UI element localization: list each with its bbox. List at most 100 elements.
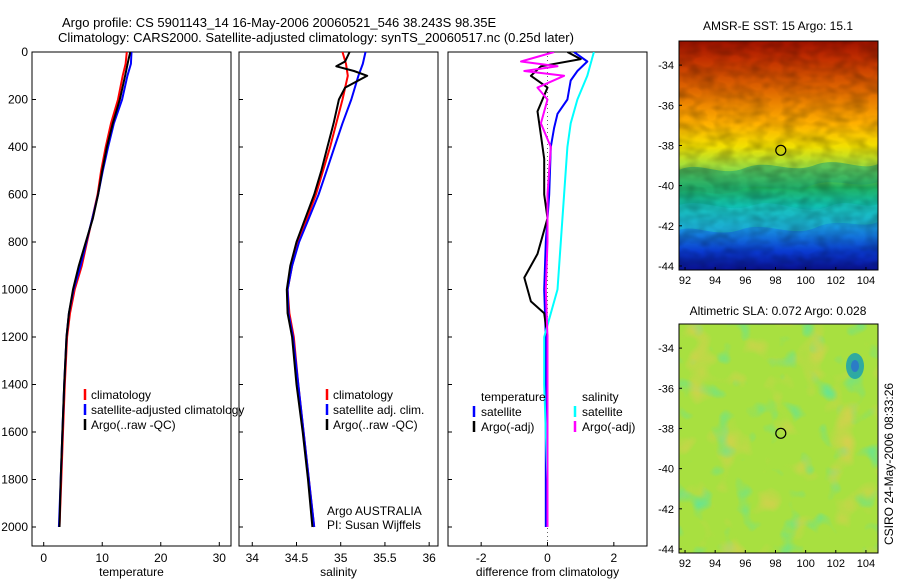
sst-lon-tick-label: 92 — [679, 275, 691, 287]
difference-x-axis-label: difference from climatology — [476, 565, 619, 579]
salinity-x-axis-label: salinity — [320, 565, 357, 579]
sst-map-title: AMSR-E SST: 15 Argo: 15.1 — [703, 19, 853, 33]
salinity-annotation: Argo AUSTRALIA — [327, 504, 422, 518]
depth-tick-label: 400 — [8, 140, 28, 154]
sla-map-title: Altimetric SLA: 0.072 Argo: 0.028 — [690, 304, 867, 318]
sst-lon-tick-label: 94 — [709, 275, 721, 287]
salinity-series-black — [285, 52, 369, 528]
temperature-x-axis-label: temperature — [99, 565, 164, 579]
depth-tick-label: 200 — [8, 93, 28, 107]
salinity-x-tick-label: 34 — [246, 551, 260, 565]
difference-x-tick-label: -2 — [476, 551, 487, 565]
difference-series-magenta — [520, 52, 566, 527]
temperature-legend-label: Argo(..raw -QC) — [91, 418, 176, 432]
sla-argo-location-marker — [775, 427, 787, 439]
depth-tick-label: 800 — [8, 235, 28, 249]
difference-x-tick-label: 0 — [544, 551, 551, 565]
sla-eddy-core — [851, 360, 859, 372]
sla-lat-tick-label: -38 — [658, 423, 674, 435]
sla-map-axes: 92 94 96 98 100 102 104 -34 -36 -38 -40 -42 -44 — [658, 343, 875, 570]
salinity-x-tick-label: 35.5 — [373, 551, 397, 565]
difference-legend-label: satellite — [481, 405, 522, 419]
difference-legend-label: Argo(-adj) — [481, 420, 534, 434]
sla-lat-tick-label: -34 — [658, 343, 674, 355]
difference-series-blue — [543, 52, 589, 527]
sst-lon-tick-label: 102 — [827, 275, 845, 287]
sla-lon-tick-label: 94 — [709, 558, 721, 570]
sst-map-frame — [678, 40, 879, 271]
temperature-series-black — [58, 52, 132, 528]
sst-lon-tick-label: 98 — [769, 275, 781, 287]
salinity-legend-label: Argo(..raw -QC) — [333, 418, 418, 432]
salinity-annotation: PI: Susan Wijffels — [327, 518, 421, 532]
salinity-series-blue — [286, 52, 367, 528]
sla-lat-tick-label: -42 — [658, 504, 674, 516]
sst-lat-tick-label: -44 — [658, 261, 674, 273]
sla-lat-tick-label: -44 — [658, 544, 674, 556]
sla-lon-tick-label: 98 — [769, 558, 781, 570]
sst-lon-tick-label: 96 — [739, 275, 751, 287]
sla-high-anomaly-texture — [679, 324, 878, 553]
temperature-series-group — [57, 52, 133, 528]
salinity-series-group — [285, 52, 369, 528]
difference-series-black — [523, 52, 582, 527]
sst-texture — [679, 41, 878, 270]
salinity-legend-label: satellite adj. clim. — [333, 403, 424, 417]
salinity-series-red — [286, 52, 349, 528]
depth-tick-label: 2000 — [1, 520, 28, 534]
figure-title-line-1: Argo profile: CS 5901143_14 16-May-2006 … — [62, 15, 496, 30]
temperature-series-blue — [57, 52, 133, 528]
sla-map-frame — [678, 323, 879, 554]
temperature-x-tick-label: 0 — [40, 551, 47, 565]
figure-title-line-2: Climatology: CARS2000. Satellite-adjuste… — [58, 30, 574, 45]
temperature-legend-label: climatology — [91, 388, 151, 402]
temperature-x-tick-label: 20 — [154, 551, 168, 565]
salinity-x-tick-label: 35 — [334, 551, 348, 565]
depth-tick-label: 1600 — [1, 425, 28, 439]
sst-lon-tick-label: 104 — [857, 275, 875, 287]
side-credit-label: CSIRO 24-May-2006 08:33:26 — [882, 383, 896, 545]
sst-argo-location-marker — [775, 144, 787, 156]
sla-lat-tick-label: -36 — [658, 383, 674, 395]
depth-tick-label: 600 — [8, 188, 28, 202]
sla-lon-tick-label: 100 — [796, 558, 814, 570]
sst-lat-tick-label: -42 — [658, 221, 674, 233]
depth-tick-label: 1000 — [1, 283, 28, 297]
sst-lat-tick-label: -34 — [658, 60, 674, 72]
difference-legend-label: Argo(-adj) — [582, 420, 635, 434]
depth-tick-label: 1200 — [1, 330, 28, 344]
sst-map-axes: 92 94 96 98 100 102 104 -34 -36 -38 -40 -42 -44 — [658, 60, 875, 287]
sla-lon-tick-label: 102 — [827, 558, 845, 570]
sla-lon-tick-label: 104 — [857, 558, 875, 570]
salinity-x-tick-label: 34.5 — [285, 551, 309, 565]
depth-tick-label: 1400 — [1, 378, 28, 392]
difference-legend-label: satellite — [582, 405, 623, 419]
sst-lon-tick-label: 100 — [796, 275, 814, 287]
sst-map: 92 94 96 98 100 102 104 -34 -36 -38 -40 -42 -44 — [658, 40, 879, 287]
sst-lat-tick-label: -36 — [658, 100, 674, 112]
sla-lat-tick-label: -40 — [658, 464, 674, 476]
legend-temperature-title: temperature — [481, 390, 546, 404]
difference-series-cyan — [543, 52, 595, 527]
depth-tick-label: 1800 — [1, 473, 28, 487]
temperature-x-tick-label: 30 — [213, 551, 227, 565]
difference-series-group — [520, 52, 595, 527]
depth-tick-label: 0 — [21, 45, 28, 59]
sla-lon-tick-label: 96 — [739, 558, 751, 570]
temperature-legend-label: satellite-adjusted climatology — [91, 403, 244, 417]
temperature-x-tick-label: 10 — [96, 551, 110, 565]
salinity-plot-frame — [238, 51, 439, 547]
sla-lon-tick-label: 92 — [679, 558, 691, 570]
sst-lat-tick-label: -38 — [658, 140, 674, 152]
salinity-x-tick-label: 36 — [422, 551, 436, 565]
difference-x-tick-label: 2 — [610, 551, 617, 565]
salinity-profile-panel: 34 34.5 35 35.5 36 salinity climatologysatelli… — [238, 51, 439, 579]
salinity-legend-label: climatology — [333, 388, 393, 402]
sst-lat-tick-label: -40 — [658, 181, 674, 193]
temperature-series-red — [58, 52, 128, 528]
temperature-profile-panel: 0 10 20 30 0 200 400 600 800 1000 1200 1400 1600 1800… — [1, 45, 244, 579]
sla-map: 92 94 96 98 100 102 104 -34 -36 -38 -40 -42 -44 — [658, 323, 879, 570]
legend-salinity-title: salinity — [582, 390, 619, 404]
